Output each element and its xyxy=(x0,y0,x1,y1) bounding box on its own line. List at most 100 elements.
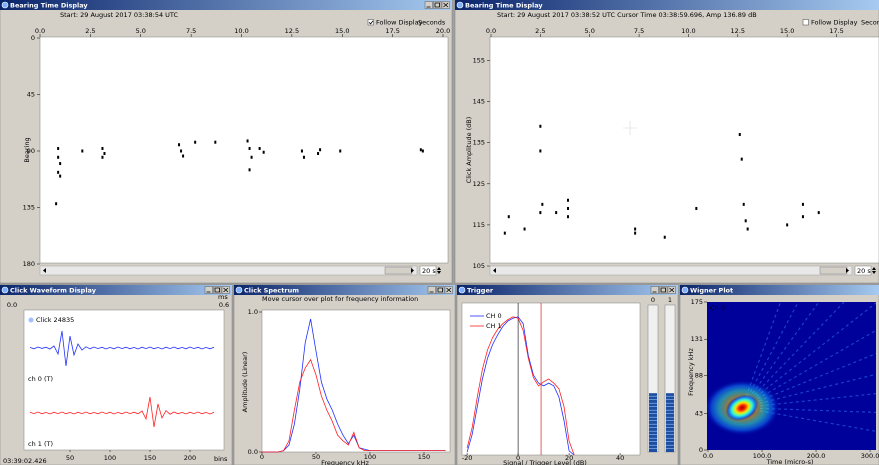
x-axis-label: Signal / Trigger Level (dB) xyxy=(503,459,587,465)
click-point xyxy=(634,227,637,231)
x-axis-label: Time (micro-s) xyxy=(765,458,813,465)
max-button[interactable] xyxy=(659,286,668,294)
click-point xyxy=(180,149,183,153)
follow-label: Follow Display xyxy=(811,19,858,27)
x-tick-label: 10.0 xyxy=(234,27,248,35)
spectrum-line xyxy=(262,358,446,453)
click-point xyxy=(339,149,342,153)
waveform-line xyxy=(29,396,215,428)
click-point xyxy=(59,162,62,166)
y-tick-label: 105 xyxy=(473,262,485,270)
x-tick-label: 15.0 xyxy=(335,27,349,35)
follow-checkbox[interactable] xyxy=(367,19,374,26)
scroll-right xyxy=(411,268,414,273)
close-glyph xyxy=(443,2,449,8)
window-icon xyxy=(456,1,464,9)
click-point xyxy=(539,149,542,153)
follow-checkbox[interactable] xyxy=(802,19,809,26)
click-point xyxy=(567,198,569,202)
channel-label: ch 0 (T) xyxy=(28,375,53,383)
window-icon xyxy=(235,286,243,294)
x-tick-label: 50 xyxy=(66,454,74,462)
max-glyph xyxy=(214,287,220,293)
y-tick-label: 45 xyxy=(27,91,35,99)
y-tick-label: 90 xyxy=(27,147,35,155)
x-axis-label: Frequency kHz xyxy=(321,459,369,465)
span-box xyxy=(854,265,872,276)
window-title: Trigger xyxy=(467,287,494,295)
max-button[interactable] xyxy=(436,286,445,294)
max-button[interactable] xyxy=(213,286,222,294)
x-tick-label: 5.0 xyxy=(136,27,146,35)
ms-tick-label: 0.0 xyxy=(7,301,17,309)
click-point xyxy=(523,227,526,231)
y-axis-label: Click Amplitude (dB) xyxy=(465,117,473,184)
click-id: Click 24835 xyxy=(36,316,74,324)
y-tick-label: 175 xyxy=(691,298,703,306)
time-label: 03:39:02.426 xyxy=(3,457,47,465)
y-tick-label: 131 xyxy=(691,335,703,343)
click-point xyxy=(539,211,542,215)
click-point xyxy=(57,170,60,174)
click-point xyxy=(246,139,249,143)
click-point xyxy=(695,206,698,210)
click-point xyxy=(250,155,253,159)
click-point xyxy=(817,211,820,215)
click-point xyxy=(740,157,743,161)
span-spinner xyxy=(437,267,441,274)
click-point xyxy=(103,152,106,156)
click-point xyxy=(567,206,569,210)
click-point xyxy=(302,155,305,159)
channel-label: Ch 0 xyxy=(710,304,725,312)
scroll-right xyxy=(846,268,849,273)
scroll-thumb xyxy=(384,266,413,275)
click-point xyxy=(57,146,60,150)
scroll-bar xyxy=(489,265,853,276)
max-button[interactable] xyxy=(433,1,442,9)
close-glyph xyxy=(223,287,229,293)
x-tick-label: 20 xyxy=(565,454,573,462)
wigner-peak xyxy=(725,394,759,421)
scroll-left xyxy=(493,268,496,273)
click-point xyxy=(319,148,322,152)
max-glyph xyxy=(437,287,443,293)
x-tick-label: 0 xyxy=(260,453,264,461)
trigger-line xyxy=(466,316,575,456)
click-point xyxy=(178,143,181,147)
x-tick-label: 2.5 xyxy=(535,27,545,35)
y-tick-label: 0.0 xyxy=(248,448,258,456)
click-point xyxy=(182,154,185,158)
y-axis-label: Amplitude (Linear) xyxy=(241,352,249,413)
y-tick-label: 155 xyxy=(473,57,485,65)
wigner-image xyxy=(707,302,876,436)
title-bar xyxy=(455,0,879,10)
y-tick-label: 0 xyxy=(31,34,35,42)
x-tick-label: 40 xyxy=(616,454,624,462)
click-point xyxy=(214,140,217,144)
x-tick-label: -20 xyxy=(462,454,473,462)
x-tick-label: 100 xyxy=(104,454,116,462)
click-point xyxy=(248,146,251,150)
click-point xyxy=(567,215,569,219)
channel-label: ch 1 (T) xyxy=(28,440,53,448)
title-bar xyxy=(680,285,879,295)
title-bar xyxy=(457,285,678,295)
min-button[interactable] xyxy=(427,286,436,294)
follow-label: Follow Display xyxy=(376,19,423,27)
ripple xyxy=(741,407,876,432)
x-tick-label: 0.0 xyxy=(486,27,496,35)
click-point xyxy=(555,211,558,215)
min-button[interactable] xyxy=(650,286,659,294)
legend-label: CH 0 xyxy=(486,312,502,320)
scroll-left xyxy=(43,268,46,273)
plot-area xyxy=(489,36,879,264)
x-unit: bins xyxy=(214,455,228,463)
plot-area xyxy=(261,309,451,453)
ripple xyxy=(741,393,876,409)
click-point xyxy=(57,155,60,159)
x-tick-label: 5.0 xyxy=(585,27,595,35)
window-title: Bearing Time Display xyxy=(465,2,543,10)
min-button[interactable] xyxy=(204,286,213,294)
seconds-label: Seconds xyxy=(418,19,446,27)
min-button[interactable] xyxy=(424,1,433,9)
